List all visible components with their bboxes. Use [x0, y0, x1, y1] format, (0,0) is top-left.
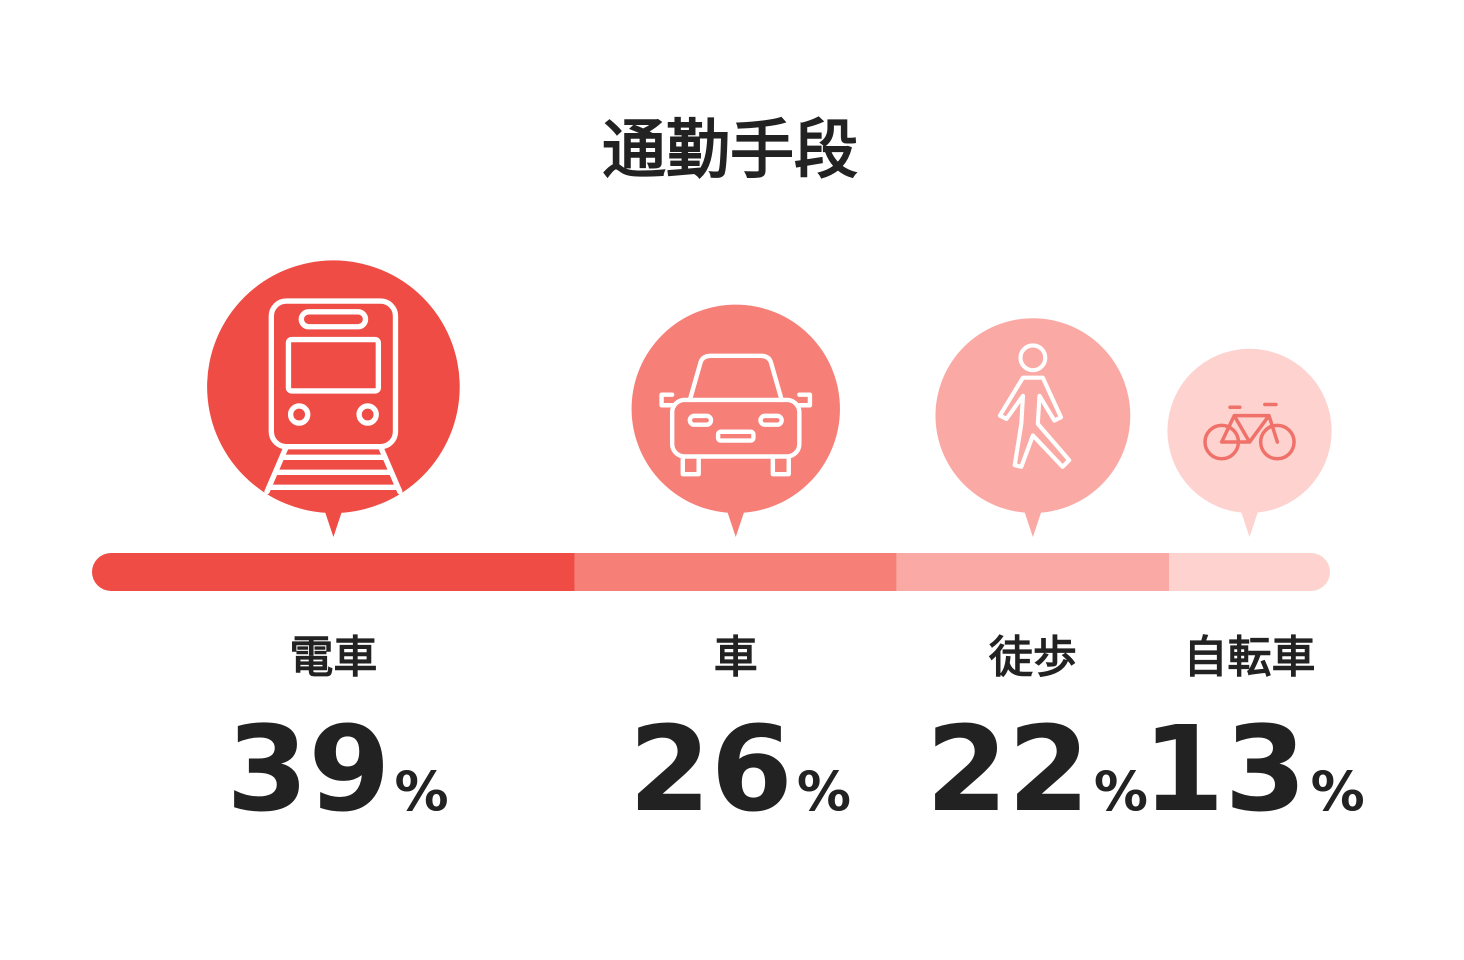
value-label: 39%: [226, 700, 448, 838]
value-number: 22: [926, 700, 1090, 838]
chart-title: 通勤手段: [602, 114, 858, 188]
bubble: [631, 304, 840, 513]
value-number: 39: [226, 700, 390, 838]
icon-part: [758, 413, 784, 427]
icon: [659, 353, 813, 477]
value-number: 26: [629, 700, 793, 838]
icon: [264, 298, 403, 495]
value-label: 26%: [629, 700, 851, 838]
icon-part: [997, 375, 1072, 469]
category-label: 徒歩: [988, 632, 1077, 683]
icon-part: [687, 353, 784, 403]
bar-segment: [92, 553, 575, 591]
value-unit: %: [1311, 760, 1365, 823]
category-label: 車: [714, 632, 758, 683]
icon-part: [687, 413, 714, 427]
icon: [1203, 402, 1296, 461]
category-label: 電車: [289, 632, 377, 683]
value-label: 13%: [1142, 700, 1364, 838]
icon-part: [680, 454, 791, 477]
bar-segment: [574, 553, 897, 591]
value-unit: %: [1094, 760, 1148, 823]
icon-part: [264, 443, 403, 495]
pin-tail: [725, 507, 746, 537]
category-label: 自転車: [1184, 632, 1316, 683]
value-label: 22%: [926, 700, 1148, 838]
bubble: [207, 260, 460, 513]
value-number: 13: [1142, 700, 1306, 838]
bar-segment: [1169, 553, 1330, 591]
icon-part: [715, 429, 756, 443]
icon-part: [1219, 402, 1280, 444]
icon-part: [268, 298, 399, 450]
icon-part: [287, 403, 311, 426]
pin-tail: [1239, 507, 1260, 537]
bar-segment: [896, 553, 1170, 591]
pin-tail: [1022, 507, 1043, 537]
bubble: [935, 318, 1131, 513]
icon-part: [356, 403, 379, 426]
icon-part: [669, 397, 802, 459]
icon-part: [1258, 423, 1296, 461]
icon-part: [1018, 343, 1048, 373]
value-unit: %: [394, 760, 448, 823]
pin-tail: [323, 507, 344, 537]
icon-part: [659, 392, 813, 408]
value-unit: %: [797, 760, 851, 823]
bubble: [1167, 348, 1332, 513]
icon: [997, 343, 1072, 469]
icon-part: [285, 336, 382, 394]
icon-part: [298, 309, 369, 330]
